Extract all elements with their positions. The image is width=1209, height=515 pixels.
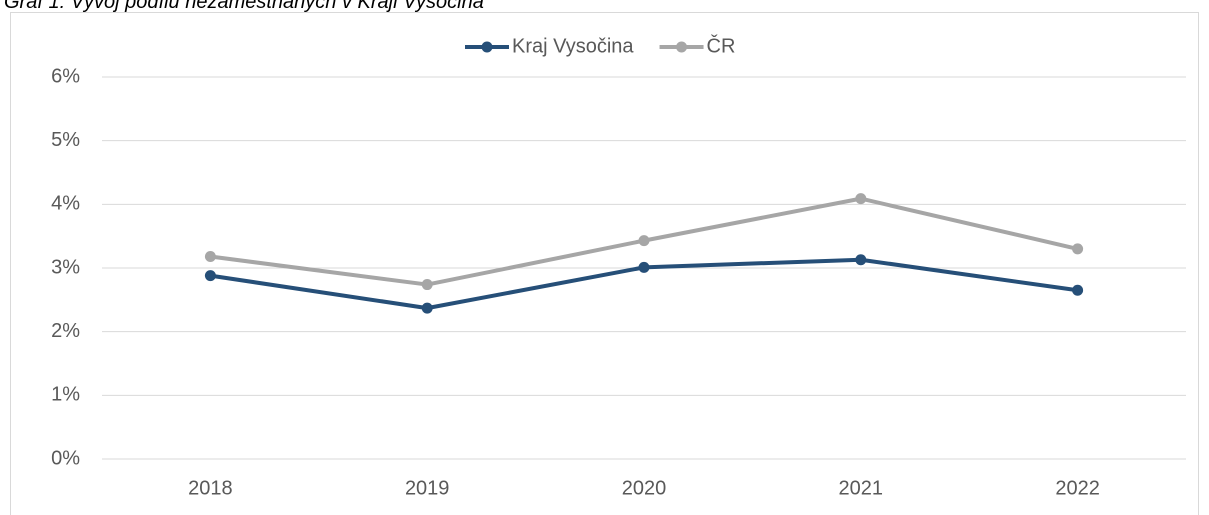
series-marker: [638, 235, 650, 247]
series-marker: [1072, 243, 1084, 255]
legend-marker: [676, 41, 688, 53]
legend-marker: [481, 41, 493, 53]
y-tick-label: 0%: [51, 447, 80, 469]
legend-label: Kraj Vysočina: [512, 35, 634, 57]
series-marker: [204, 251, 216, 263]
legend-label: ČR: [707, 34, 736, 57]
y-tick-label: 5%: [51, 129, 80, 151]
series-marker: [855, 193, 867, 205]
y-tick-label: 2%: [51, 320, 80, 342]
y-tick-label: 3%: [51, 256, 80, 278]
y-tick-label: 6%: [51, 65, 80, 87]
series-marker: [1072, 284, 1084, 296]
x-tick-label: 2019: [405, 477, 450, 499]
series-marker: [855, 254, 867, 266]
x-tick-label: 2020: [622, 477, 667, 499]
y-tick-label: 1%: [51, 384, 80, 406]
chart-frame: [10, 12, 1199, 515]
series-marker: [204, 270, 216, 282]
series-marker: [421, 279, 433, 291]
chart-title: Graf 1: Vývoj podílu nezaměstnaných v Kr…: [4, 0, 484, 13]
series-marker: [638, 261, 650, 273]
x-tick-label: 2021: [839, 477, 884, 499]
x-tick-label: 2018: [188, 477, 233, 499]
series-marker: [421, 302, 433, 314]
x-tick-label: 2022: [1055, 477, 1100, 499]
y-tick-label: 4%: [51, 193, 80, 215]
